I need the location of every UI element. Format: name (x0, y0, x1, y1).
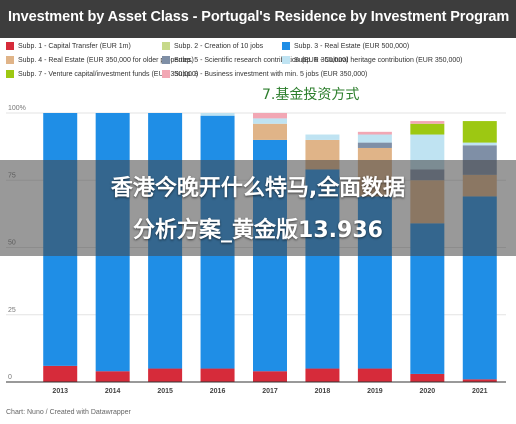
y-tick-label: 0 (8, 374, 12, 381)
bar-segment (357, 131, 392, 135)
x-tick-label: 2016 (210, 388, 226, 395)
legend-item: Subp. 8 - Business investment with min. … (162, 70, 367, 78)
legend-item: Subp. 3 - Real Estate (EUR 500,000) (282, 42, 409, 50)
title-bar: Investment by Asset Class - Portugal's R… (0, 0, 516, 38)
bar-segment (462, 379, 497, 382)
banner-line-2: 分析方案_黄金版13.936 (133, 218, 383, 243)
bar-segment (357, 134, 392, 143)
bar-segment (410, 123, 445, 135)
x-tick-label: 2019 (367, 388, 383, 395)
legend-label: Subp. 8 - Business investment with min. … (174, 70, 368, 78)
x-tick-label: 2014 (105, 388, 121, 395)
legend-swatch (162, 70, 170, 78)
legend-label: Subp. 3 - Real Estate (EUR 500,000) (294, 42, 410, 50)
bar-segment (200, 113, 235, 116)
bar-segment (305, 134, 340, 140)
bar-segment (95, 371, 130, 382)
x-tick-label: 2018 (315, 388, 331, 395)
x-tick-label: 2021 (472, 388, 488, 395)
chart-title: Investment by Asset Class - Portugal's R… (8, 9, 510, 25)
bar-segment (357, 142, 392, 148)
bar-segment (200, 368, 235, 382)
chart-footer: Chart: Nuno / Created with Datawrapper (6, 409, 131, 416)
legend-label: Subp. 2 - Creation of 10 jobs (174, 42, 264, 50)
bar-segment (462, 121, 497, 143)
bar-segment (253, 113, 287, 119)
x-tick-label: 2015 (157, 388, 173, 395)
legend-label: Subp. 6 - Cultural heritage contribution… (294, 56, 463, 64)
legend-swatch (162, 56, 170, 64)
bar-segment (305, 368, 340, 382)
overlay-note: 7.基金投资方式 (262, 87, 360, 103)
bar-segment (43, 365, 78, 382)
x-tick-label: 2020 (420, 388, 436, 395)
legend-item: Subp. 7 - Venture capital/investment fun… (6, 70, 198, 78)
bar-segment (253, 123, 287, 140)
legend-swatch (282, 56, 290, 64)
x-tick-label: 2013 (52, 388, 68, 395)
bar-segment (410, 373, 445, 382)
y-tick-label: 100% (8, 105, 26, 112)
legend-swatch (6, 56, 14, 64)
legend-swatch (162, 42, 170, 50)
x-tick-label: 2017 (262, 388, 278, 395)
y-tick-label: 25 (8, 307, 16, 314)
bar-segment (253, 371, 287, 382)
legend-item: Subp. 1 - Capital Transfer (EUR 1m) (6, 42, 131, 50)
bar-segment (148, 368, 183, 382)
banner-line-1: 香港今晚开什么特马,全面数据 (110, 176, 406, 201)
legend-swatch (282, 42, 290, 50)
bar-segment (357, 368, 392, 382)
legend-item: Subp. 2 - Creation of 10 jobs (162, 42, 263, 50)
legend-item: Subp. 4 - Real Estate (EUR 350,000 for o… (6, 56, 194, 64)
legend-item: Subp. 6 - Cultural heritage contribution… (282, 56, 462, 64)
legend-label: Subp. 1 - Capital Transfer (EUR 1m) (18, 42, 131, 50)
legend-swatch (6, 70, 14, 78)
legend: Subp. 1 - Capital Transfer (EUR 1m) Subp.… (6, 40, 512, 102)
banner (0, 160, 516, 256)
bar-segment (462, 142, 497, 146)
bar-segment (410, 121, 445, 124)
legend-label: Subp. 4 - Real Estate (EUR 350,000 for o… (18, 56, 194, 64)
legend-swatch (6, 42, 14, 50)
legend-label: Subp. 5 - Scientific research contributi… (174, 56, 349, 64)
bar-segment (253, 118, 287, 124)
legend-label: Subp. 7 - Venture capital/investment fun… (18, 70, 199, 78)
legend-item: Subp. 5 - Scientific research contributi… (162, 56, 348, 64)
